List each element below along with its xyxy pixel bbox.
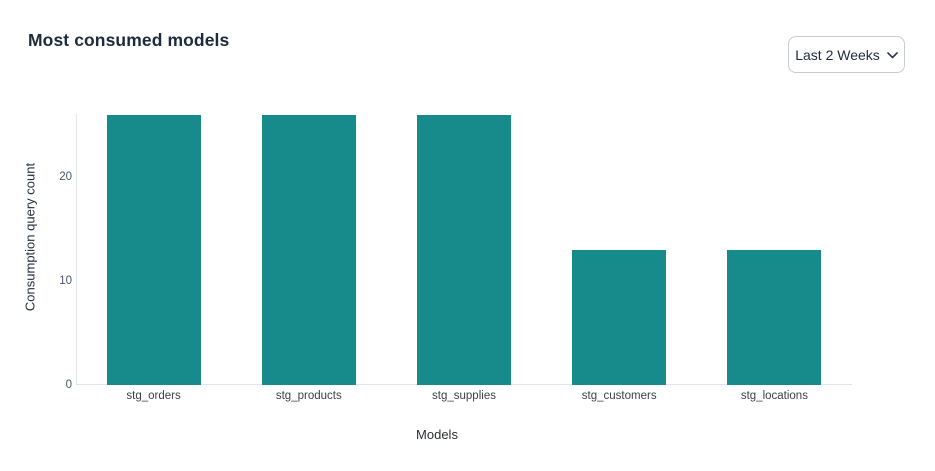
page-title: Most consumed models bbox=[28, 30, 230, 50]
x-axis-category-label: stg_customers bbox=[581, 390, 657, 402]
x-axis-category-label: stg_supplies bbox=[432, 390, 496, 402]
bar-stg_orders[interactable] bbox=[106, 115, 201, 385]
bar-stg_customers[interactable] bbox=[572, 250, 667, 385]
chevron-down-icon bbox=[886, 51, 898, 59]
bar-stg_products[interactable] bbox=[261, 115, 356, 385]
y-axis-tick-label: 20 bbox=[59, 171, 72, 184]
y-axis-tick-label: 0 bbox=[65, 379, 72, 391]
time-range-dropdown-label: Last 2 Weeks bbox=[795, 46, 880, 63]
bar-stg_locations[interactable] bbox=[727, 250, 822, 385]
bar-stg_supplies[interactable] bbox=[417, 115, 511, 385]
x-axis-title: Models bbox=[416, 427, 458, 442]
y-axis-tick-label: 10 bbox=[59, 275, 72, 288]
x-axis-category-label: stg_orders bbox=[126, 390, 181, 402]
time-range-dropdown[interactable]: Last 2 Weeks bbox=[788, 36, 905, 73]
y-axis-title: Consumption query count bbox=[22, 162, 38, 312]
x-axis-category-label: stg_products bbox=[275, 390, 342, 402]
x-axis-category-label: stg_locations bbox=[740, 390, 808, 402]
